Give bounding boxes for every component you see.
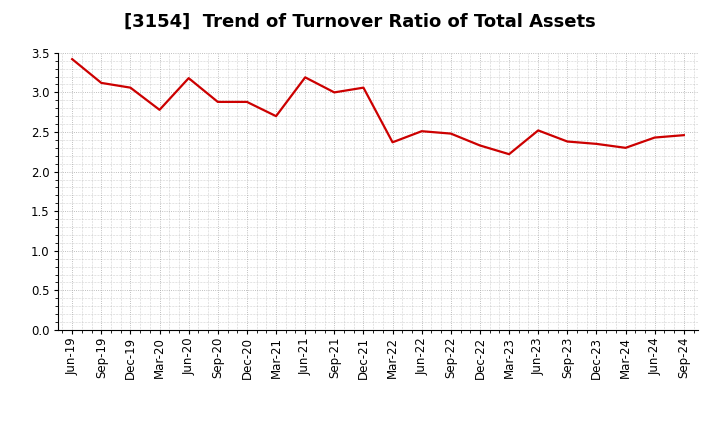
Text: [3154]  Trend of Turnover Ratio of Total Assets: [3154] Trend of Turnover Ratio of Total … xyxy=(124,13,596,31)
